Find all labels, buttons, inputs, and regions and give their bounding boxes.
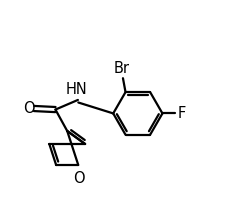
Text: Br: Br xyxy=(114,61,130,76)
Text: O: O xyxy=(24,101,35,116)
Text: O: O xyxy=(74,171,85,186)
Text: HN: HN xyxy=(65,82,87,97)
Text: F: F xyxy=(178,106,186,121)
